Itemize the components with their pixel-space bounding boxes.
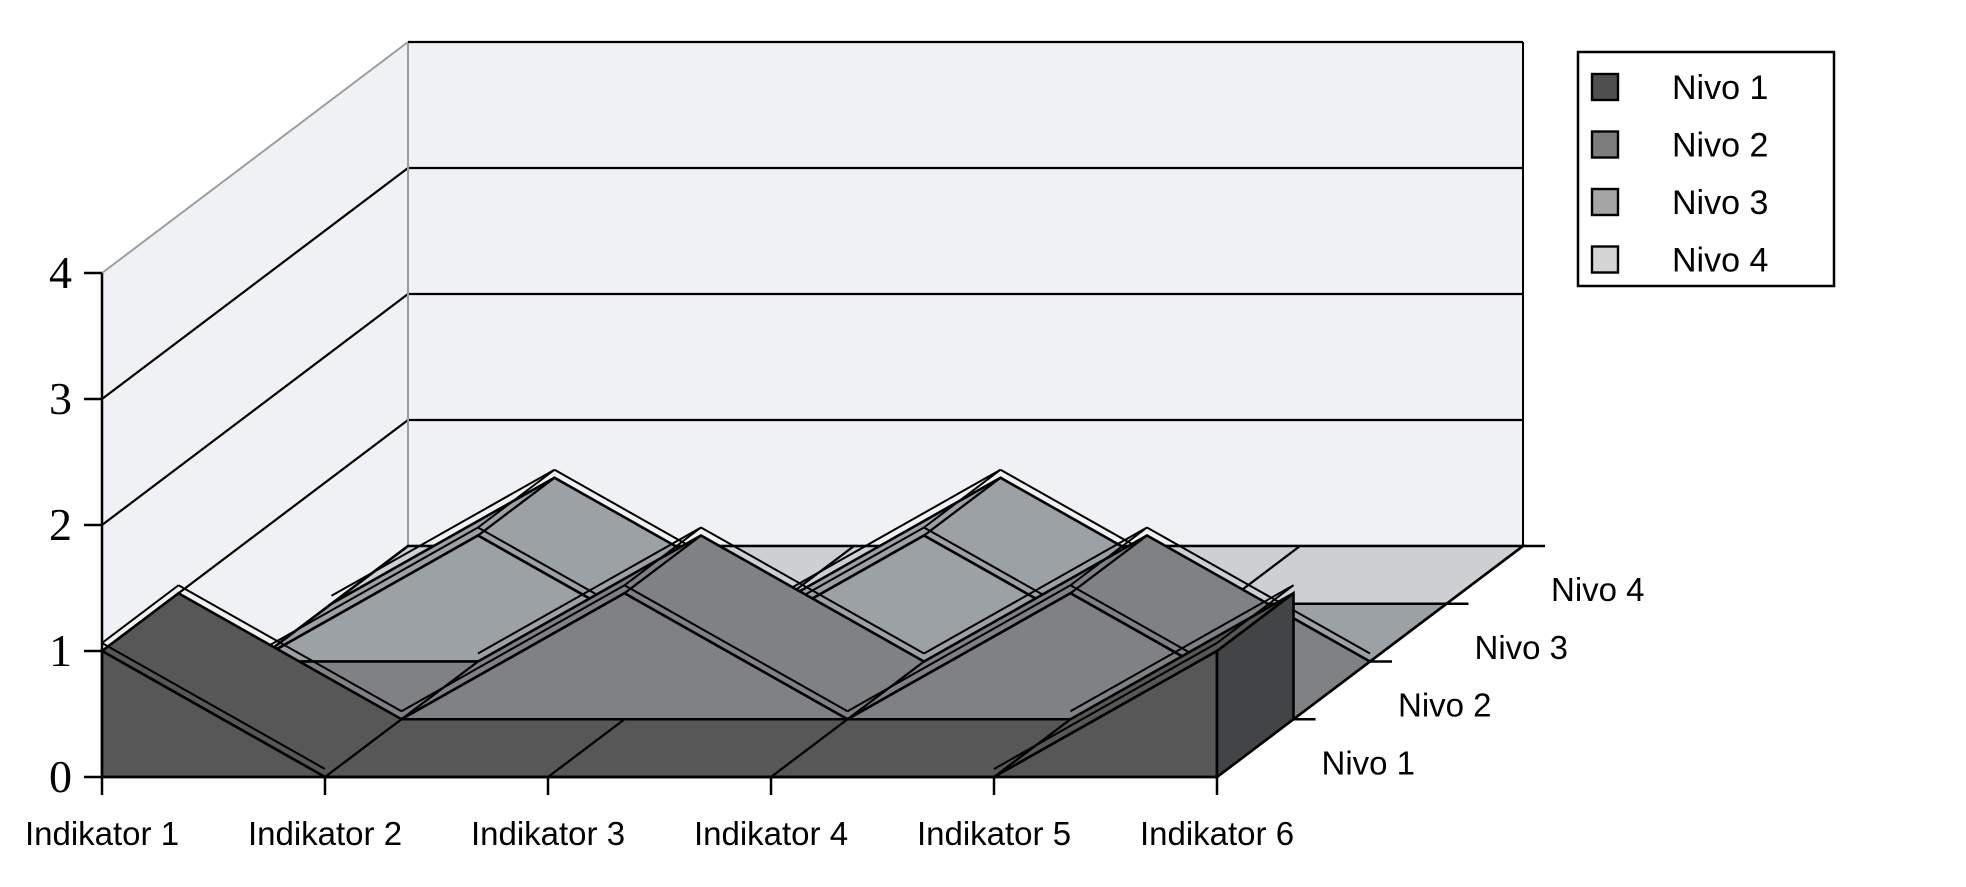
ribbon-mesh-nivo-1-cat-2: [324, 718, 403, 778]
wall-gridline-left-2: [101, 293, 409, 526]
category-label-1: Indikator 1: [25, 815, 179, 852]
legend-label-nivo-3: Nivo 3: [1672, 184, 1768, 222]
ribbon-mesh-nivo-1-cat-6: [1216, 592, 1295, 652]
ribbon-mesh-nivo-2-cat-5: [1069, 534, 1148, 595]
ribbon-mesh-nivo-1-cat-1: [101, 592, 180, 652]
slope-highlight-back-nivo-2: [700, 526, 925, 655]
depth-axis-label-3: Nivo 3: [1475, 629, 1569, 666]
ribbon-mesh-nivo-3-cat-2: [477, 476, 556, 537]
legend-swatch-nivo-1: [1590, 72, 1620, 102]
series-ribbons: [99, 468, 1527, 780]
slope-highlight-back-nivo-3: [777, 468, 1001, 597]
slope-highlight-back-nivo-2: [1146, 526, 1371, 655]
ridge-highlight-nivo-3: [923, 468, 1002, 529]
ridge-highlight-nivo-3: [477, 468, 556, 529]
ribbon-mesh-nivo-2-cat-3: [623, 534, 702, 595]
depth-axis-label-1: Nivo 1: [1322, 744, 1416, 781]
slope-highlight-front-nivo-2: [847, 584, 1071, 713]
legend-label-nivo-4: Nivo 4: [1672, 242, 1768, 280]
series-ribbon-nivo-2: [174, 526, 1373, 721]
value-axis-label-3: 3: [49, 373, 72, 424]
slope-highlight-front-nivo-3: [254, 526, 479, 655]
slope-highlight-back-nivo-3: [331, 468, 555, 597]
value-axis-label-1: 1: [49, 625, 72, 676]
slope-highlight-front-nivo-1: [993, 642, 1218, 770]
depth-axis-label-4: Nivo 4: [1551, 571, 1645, 608]
legend-swatch-nivo-3: [1590, 187, 1620, 217]
left-wall-top-edge: [101, 41, 409, 274]
ribbon-mesh-nivo-3-cat-4: [923, 476, 1002, 537]
series-ribbon-nivo-1: [99, 584, 1295, 780]
category-label-6: Indikator 6: [1140, 815, 1294, 852]
slope-highlight-back-nivo-2: [477, 526, 702, 655]
ridge-highlight-nivo-2: [623, 526, 702, 587]
ribbon-mesh-nivo-1-cat-3: [547, 718, 626, 778]
legend: Nivo 1 Nivo 2 Nivo 3 Nivo 4: [1576, 50, 1836, 288]
value-axis-label-0: 0: [49, 751, 72, 802]
slope-highlight-back-nivo-1: [1070, 584, 1294, 713]
ridge-highlight-nivo-1: [1216, 584, 1295, 644]
category-label-3: Indikator 3: [471, 815, 625, 852]
ribbon-mesh-nivo-1-cat-4: [770, 718, 849, 778]
slope-highlight-back-nivo-2: [923, 526, 1148, 655]
category-label-4: Indikator 4: [694, 815, 848, 852]
legend-box: [1576, 50, 1836, 288]
value-axis-label-4: 4: [49, 247, 72, 298]
slope-highlight-front-nivo-2: [401, 584, 625, 713]
ridge-highlight-nivo-2: [1069, 526, 1148, 587]
legend-swatch-nivo-4: [1590, 245, 1620, 274]
wall-gridline-left-3: [101, 167, 409, 400]
ridge-highlight-nivo-1: [101, 584, 180, 644]
category-label-2: Indikator 2: [248, 815, 402, 852]
legend-swatch-nivo-2: [1590, 130, 1620, 159]
slope-highlight-front-nivo-1: [101, 642, 326, 770]
slope-highlight-back-nivo-1: [178, 584, 402, 713]
category-label-5: Indikator 5: [917, 815, 1071, 852]
legend-label-nivo-2: Nivo 2: [1672, 127, 1768, 165]
depth-axis-label-2: Nivo 2: [1398, 687, 1492, 724]
value-axis-label-2: 2: [49, 499, 72, 550]
legend-label-nivo-1: Nivo 1: [1672, 69, 1768, 107]
axes: 0 1 2 3 4 Indikator 1 Indikator 2 Indikator 3 In…: [25, 247, 1645, 852]
slope-highlight-front-nivo-2: [624, 584, 848, 713]
